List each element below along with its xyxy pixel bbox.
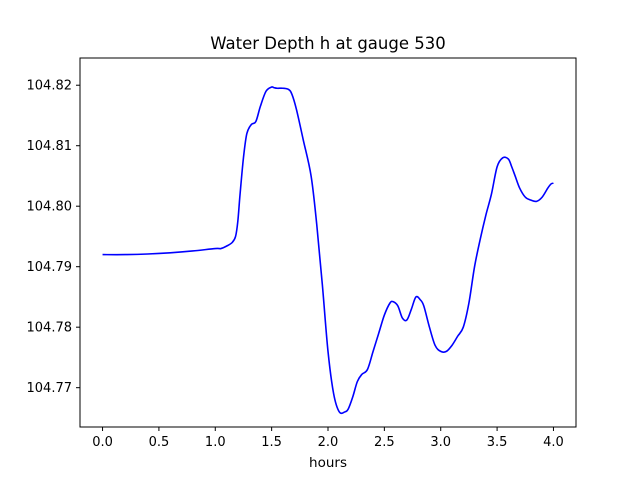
plot-frame [79, 57, 577, 428]
plot-area [102, 86, 554, 415]
x-tick-label: 1.0 [205, 435, 226, 450]
y-tick-label: 104.78 [27, 321, 73, 336]
y-tick-label: 104.80 [27, 200, 73, 215]
y-tick-label: 104.77 [27, 381, 73, 396]
y-tick-label: 104.81 [27, 139, 73, 154]
x-tick-label: 1.5 [261, 435, 282, 450]
x-axis-label: hours [309, 455, 347, 471]
x-tick-label: 2.0 [318, 435, 339, 450]
x-tick-label: 3.5 [487, 435, 508, 450]
chart-title: Water Depth h at gauge 530 [210, 34, 445, 53]
y-tick-label: 104.82 [27, 79, 73, 94]
y-tick-label: 104.79 [27, 260, 73, 275]
x-tick-label: 0.5 [149, 435, 170, 450]
x-tick-label: 4.0 [543, 435, 564, 450]
x-tick-label: 3.0 [430, 435, 451, 450]
axis-ticks: 0.0 0.5 1.0 1.5 2.0 2.5 3.0 3.5 4.0 104.77 104.78 1… [27, 79, 564, 450]
x-tick-label: 0.0 [92, 435, 113, 450]
series-line-0 [102, 86, 554, 415]
x-tick-label: 2.5 [374, 435, 395, 450]
